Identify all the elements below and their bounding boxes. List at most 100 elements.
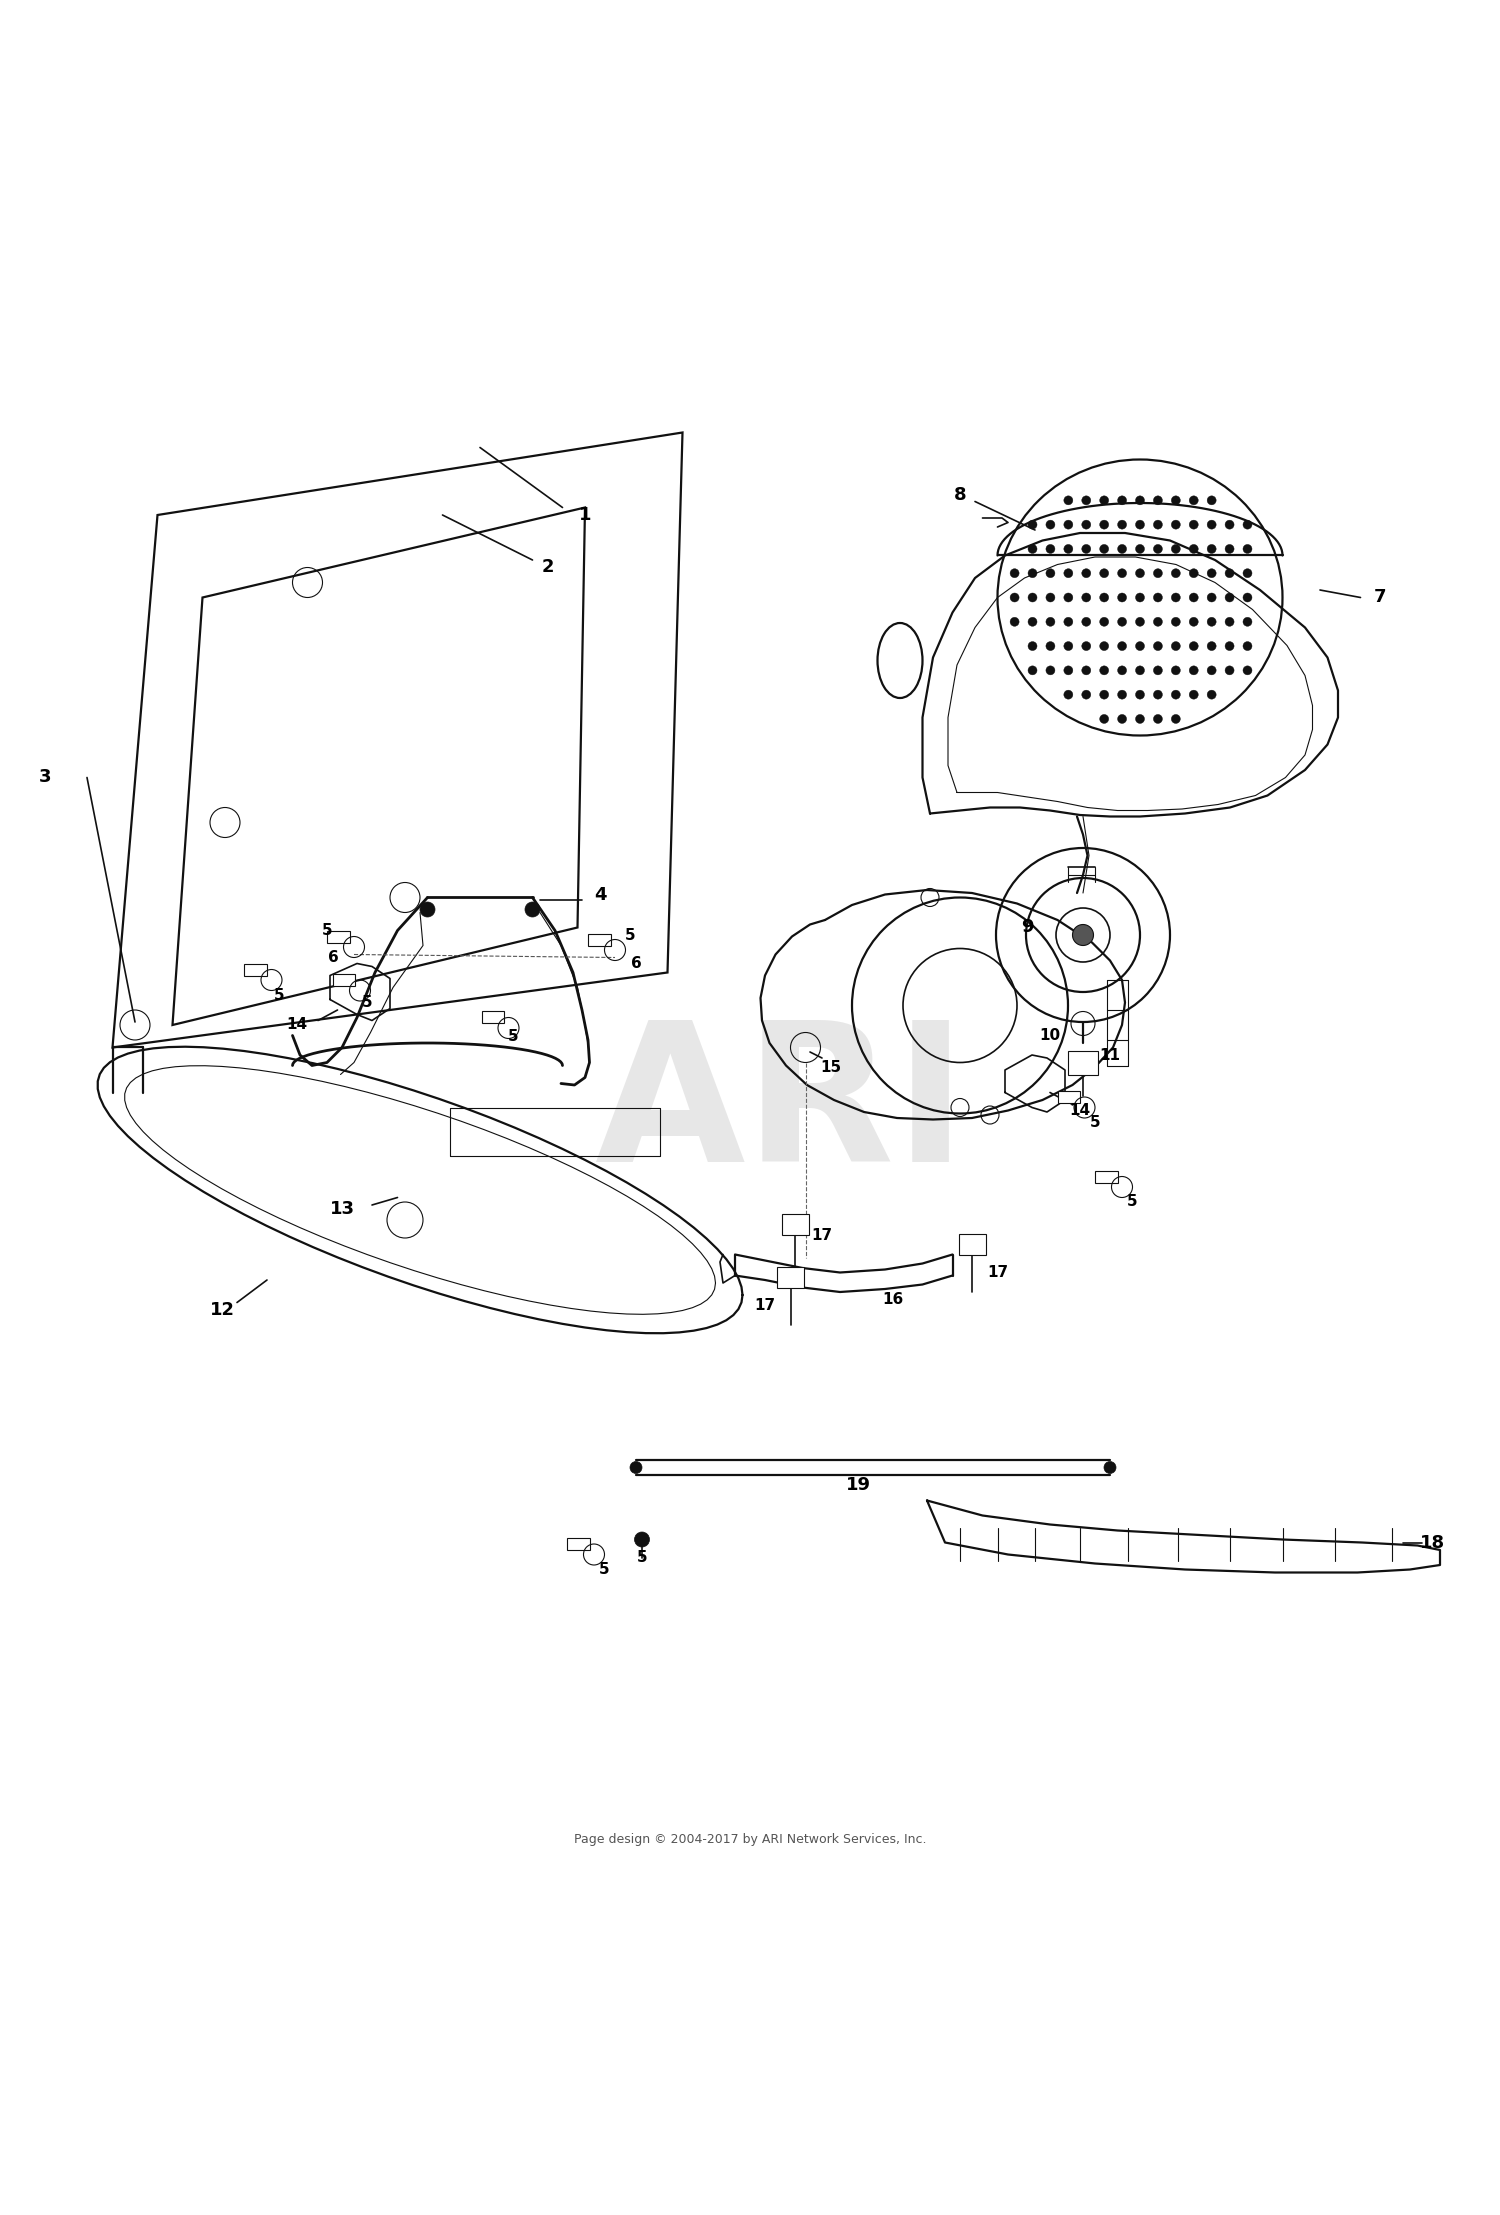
Circle shape (1100, 569, 1108, 578)
Text: Page design © 2004-2017 by ARI Network Services, Inc.: Page design © 2004-2017 by ARI Network S… (573, 1834, 926, 1845)
Text: 16: 16 (882, 1291, 903, 1307)
Circle shape (1136, 594, 1144, 602)
Circle shape (1190, 496, 1198, 505)
Circle shape (1010, 569, 1019, 578)
Bar (333, 975, 356, 986)
Circle shape (1064, 569, 1072, 578)
Circle shape (1172, 715, 1180, 724)
Text: 5: 5 (273, 988, 285, 1003)
Circle shape (1028, 569, 1036, 578)
Text: 5: 5 (636, 1550, 648, 1566)
Circle shape (1244, 642, 1252, 651)
Bar (1058, 1092, 1080, 1103)
Circle shape (1244, 569, 1252, 578)
Circle shape (1172, 642, 1180, 651)
Circle shape (1100, 618, 1108, 627)
Circle shape (1244, 594, 1252, 602)
Circle shape (1190, 521, 1198, 529)
Circle shape (1082, 618, 1090, 627)
Circle shape (1118, 715, 1126, 724)
Circle shape (1154, 715, 1162, 724)
Text: ARI: ARI (594, 1014, 966, 1201)
Circle shape (1190, 667, 1198, 676)
Circle shape (1100, 521, 1108, 529)
Text: 6: 6 (327, 950, 339, 966)
Circle shape (1136, 715, 1144, 724)
Circle shape (1226, 618, 1234, 627)
Circle shape (1064, 642, 1072, 651)
Circle shape (1118, 521, 1126, 529)
Circle shape (1136, 618, 1144, 627)
Circle shape (1136, 521, 1144, 529)
Circle shape (1154, 594, 1162, 602)
Bar (958, 1234, 986, 1254)
Circle shape (1136, 496, 1144, 505)
Bar (244, 964, 267, 975)
Text: 19: 19 (846, 1477, 870, 1495)
Circle shape (1046, 545, 1054, 554)
Circle shape (1064, 594, 1072, 602)
Text: 14: 14 (1070, 1103, 1090, 1119)
Circle shape (1136, 691, 1144, 700)
Circle shape (1190, 618, 1198, 627)
Circle shape (1104, 1462, 1116, 1473)
Text: 10: 10 (1040, 1028, 1060, 1043)
Circle shape (1028, 618, 1036, 627)
Circle shape (1082, 691, 1090, 700)
Text: 8: 8 (954, 487, 966, 505)
Circle shape (1154, 521, 1162, 529)
Circle shape (1064, 521, 1072, 529)
Text: 5: 5 (362, 995, 374, 1010)
Circle shape (1244, 521, 1252, 529)
Circle shape (1172, 496, 1180, 505)
Circle shape (1064, 545, 1072, 554)
Circle shape (1028, 545, 1036, 554)
Circle shape (1154, 618, 1162, 627)
Text: 13: 13 (330, 1201, 354, 1218)
Circle shape (1100, 715, 1108, 724)
Circle shape (1028, 667, 1036, 676)
Circle shape (1082, 667, 1090, 676)
Bar (482, 1012, 504, 1023)
Circle shape (1208, 569, 1216, 578)
Circle shape (1190, 569, 1198, 578)
Text: 2: 2 (542, 558, 554, 576)
Circle shape (1100, 642, 1108, 651)
Text: 4: 4 (594, 886, 606, 904)
Circle shape (1172, 691, 1180, 700)
Circle shape (1208, 642, 1216, 651)
Text: 1: 1 (579, 505, 591, 525)
Text: 17: 17 (754, 1298, 776, 1313)
Circle shape (1172, 545, 1180, 554)
Text: 5: 5 (624, 928, 636, 944)
Circle shape (1028, 642, 1036, 651)
Circle shape (1100, 496, 1108, 505)
Circle shape (1154, 496, 1162, 505)
Bar (327, 930, 350, 944)
Circle shape (1072, 924, 1094, 946)
Bar (1095, 1170, 1118, 1183)
Circle shape (1082, 642, 1090, 651)
Bar (567, 1537, 590, 1550)
Circle shape (1046, 618, 1054, 627)
Circle shape (1154, 667, 1162, 676)
Text: 7: 7 (1374, 589, 1386, 607)
Bar (782, 1214, 808, 1236)
Circle shape (1082, 569, 1090, 578)
Circle shape (1244, 667, 1252, 676)
Circle shape (1064, 691, 1072, 700)
Circle shape (1010, 618, 1019, 627)
Text: 6: 6 (630, 957, 642, 970)
Circle shape (1136, 545, 1144, 554)
Circle shape (1208, 521, 1216, 529)
Circle shape (1046, 521, 1054, 529)
Circle shape (1136, 642, 1144, 651)
Circle shape (1046, 642, 1054, 651)
Text: 5: 5 (321, 924, 333, 937)
Text: 18: 18 (1420, 1533, 1444, 1550)
Circle shape (1154, 691, 1162, 700)
Circle shape (1118, 594, 1126, 602)
Circle shape (1118, 691, 1126, 700)
Text: 12: 12 (210, 1300, 234, 1318)
Circle shape (1226, 521, 1234, 529)
